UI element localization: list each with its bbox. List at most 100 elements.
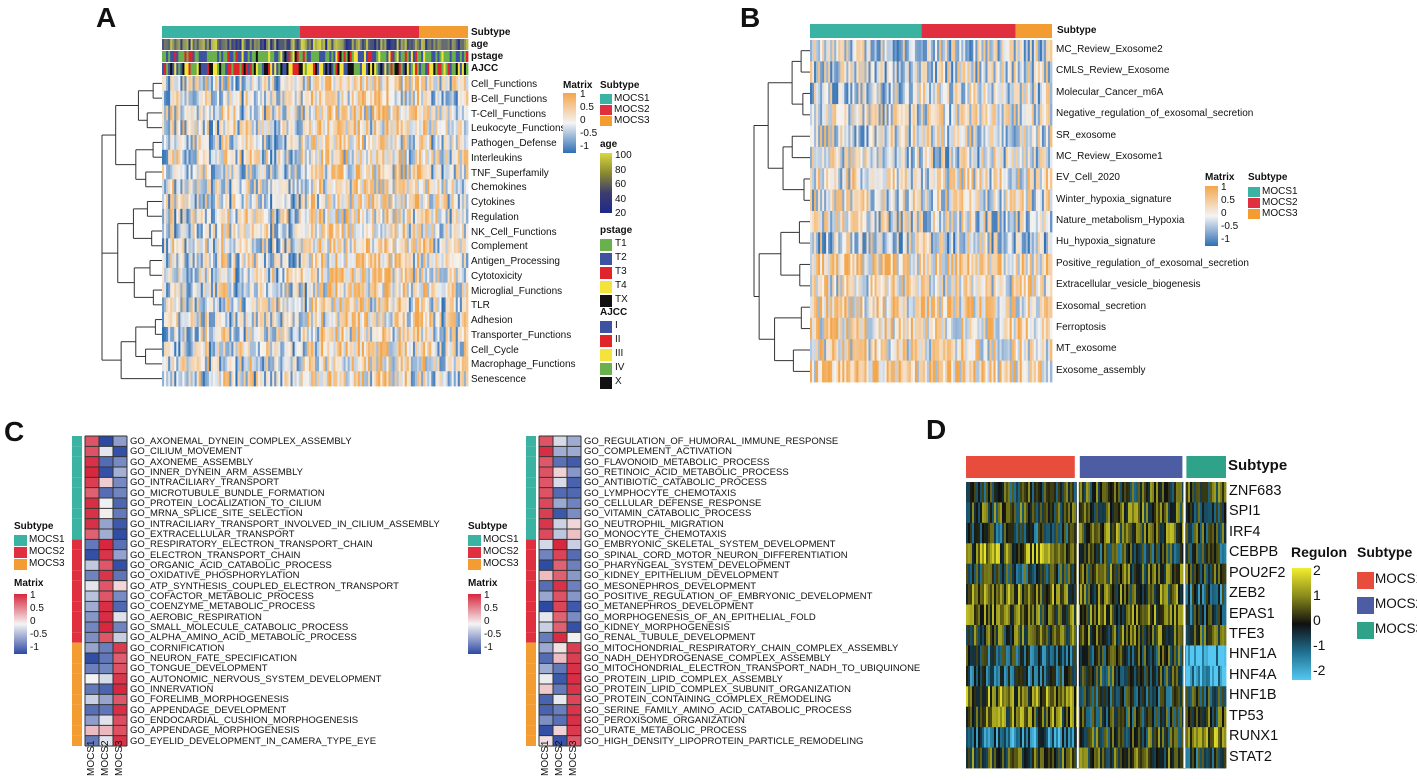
heatmap-cell <box>198 164 202 180</box>
heatmap-cell <box>374 238 377 254</box>
heatmap-cell <box>186 267 189 284</box>
heatmap-cell <box>272 341 275 357</box>
heatmap-cell <box>423 356 426 372</box>
heatmap-cell <box>247 282 251 298</box>
heatmap-cell <box>251 179 255 195</box>
heatmap-cell <box>347 297 351 313</box>
heatmap-cell <box>317 179 320 195</box>
pstage-bar-cell <box>298 51 302 62</box>
heatmap-cell <box>1027 189 1031 212</box>
heatmap-cell <box>836 232 839 255</box>
heatmap-cell <box>1027 104 1031 126</box>
heatmap-cell <box>321 356 324 372</box>
heatmap-cell <box>828 61 831 84</box>
heatmap-cell <box>231 164 234 180</box>
heatmap-cell <box>400 341 404 357</box>
heatmap-cell <box>975 168 978 191</box>
heatmap-cell <box>241 90 244 106</box>
heatmap-cell <box>461 371 465 387</box>
heatmap-cell <box>164 267 167 284</box>
heatmap-cell <box>184 253 187 269</box>
heatmap-cell <box>398 194 402 210</box>
heatmap-cell <box>894 232 898 255</box>
heatmap-cell <box>408 90 412 106</box>
heatmap-cell <box>353 164 357 180</box>
heatmap-cell <box>398 341 402 357</box>
heatmap-cell <box>164 149 167 165</box>
heatmap-cell <box>402 253 406 269</box>
heatmap-cell <box>900 61 904 84</box>
heatmap-cell <box>447 282 451 298</box>
heatmap-cell <box>886 61 890 84</box>
heatmap-cell <box>306 76 310 92</box>
heatmap-cell <box>445 312 448 328</box>
heatmap-cell <box>453 90 457 106</box>
ajcc-bar-cell <box>288 63 291 75</box>
heatmap-cell <box>848 232 851 255</box>
ajcc-bar-cell <box>366 63 369 75</box>
heatmap-cell <box>186 356 189 372</box>
heatmap-cell <box>319 194 322 210</box>
ajcc-bar-cell <box>266 63 269 75</box>
ajcc-bar-cell <box>439 63 442 75</box>
heatmap-cell <box>455 164 459 180</box>
heatmap-cell <box>382 120 385 136</box>
age-bar-cell <box>419 39 422 50</box>
heatmap-cell <box>390 267 393 284</box>
heatmap-cell <box>288 194 291 210</box>
heatmap-cell <box>249 164 253 180</box>
heatmap-cell <box>325 253 328 269</box>
heatmap-cell <box>259 105 263 121</box>
heatmap-cell <box>188 253 191 269</box>
heatmap-cell <box>896 125 900 148</box>
heatmap-cell <box>920 189 924 212</box>
heatmap-cell <box>989 168 992 191</box>
heatmap-cell <box>231 297 234 313</box>
heatmap-cell <box>862 168 865 191</box>
heatmap-cell <box>394 164 397 180</box>
heatmap-cell <box>937 189 940 212</box>
heatmap-cell <box>394 105 397 121</box>
heatmap-cell <box>402 356 406 372</box>
heatmap-cell <box>846 125 849 148</box>
heatmap-cell <box>402 179 406 195</box>
heatmap-cell <box>339 120 342 136</box>
heatmap-cell <box>304 282 308 298</box>
heatmap-cell <box>359 120 363 136</box>
heatmap-cell <box>259 164 263 180</box>
heatmap-cell <box>1047 125 1051 148</box>
heatmap-cell <box>374 194 377 210</box>
heatmap-cell <box>810 125 813 148</box>
heatmap-cell <box>333 297 336 313</box>
heatmap-cell <box>410 120 414 136</box>
heatmap-cell <box>255 164 259 180</box>
heatmap-cell <box>351 90 355 106</box>
ajcc-bar-cell <box>261 63 265 75</box>
heatmap-cell <box>215 238 218 254</box>
heatmap-cell <box>977 232 980 255</box>
heatmap-cell <box>931 146 934 169</box>
heatmap-cell <box>227 253 230 269</box>
ajcc-bar-cell <box>412 63 416 75</box>
heatmap-cell <box>451 356 455 372</box>
heatmap-cell <box>824 253 827 276</box>
heatmap-cell <box>826 168 829 191</box>
heatmap-cell <box>447 341 451 357</box>
heatmap-cell <box>253 371 257 387</box>
heatmap-cell <box>951 104 954 126</box>
pstage-bar-cell <box>208 51 212 62</box>
heatmap-cell <box>196 356 200 372</box>
heatmap-cell <box>182 282 185 298</box>
heatmap-cell <box>834 40 837 62</box>
matrix-legend-title: Matrix <box>563 80 593 91</box>
heatmap-cell <box>368 76 371 92</box>
heatmap-cell <box>229 341 232 357</box>
heatmap-cell <box>1017 211 1021 233</box>
heatmap-cell <box>194 179 198 195</box>
heatmap-cell <box>347 267 351 284</box>
heatmap-cell <box>245 179 249 195</box>
heatmap-cell <box>166 164 169 180</box>
heatmap-cell <box>327 120 330 136</box>
heatmap-cell <box>372 179 375 195</box>
heatmap-cell <box>282 76 285 92</box>
